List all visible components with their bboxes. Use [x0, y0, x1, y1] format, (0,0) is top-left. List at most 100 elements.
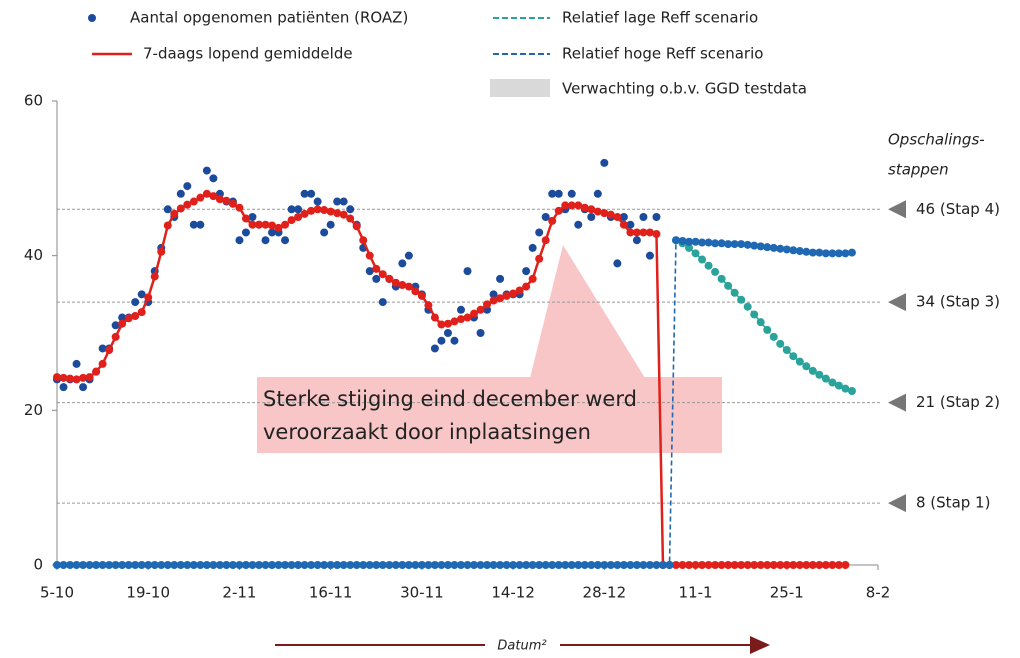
data-point	[424, 301, 433, 310]
data-point	[456, 315, 465, 324]
data-point	[111, 561, 120, 569]
x-tick-label: 11-1	[679, 584, 713, 602]
data-point	[313, 205, 322, 214]
data-point	[769, 332, 778, 341]
data-point	[704, 561, 713, 569]
data-point	[346, 214, 355, 223]
data-point	[698, 561, 707, 569]
data-point	[685, 237, 694, 246]
data-point	[241, 228, 250, 237]
data-point	[535, 254, 544, 263]
data-point	[645, 228, 654, 237]
data-point	[254, 220, 263, 229]
data-point	[541, 236, 550, 245]
data-point	[53, 561, 61, 569]
legend-label: Relatief lage Reff scenario	[562, 9, 758, 27]
x-label-bg	[485, 635, 560, 655]
data-point	[847, 248, 856, 257]
data-point	[163, 561, 172, 569]
x-tick-label: 25-1	[770, 584, 804, 602]
data-point	[385, 274, 394, 283]
data-point	[763, 243, 772, 252]
data-point	[496, 274, 505, 283]
data-point	[137, 561, 146, 569]
data-point	[124, 314, 133, 323]
data-point	[756, 242, 765, 251]
data-point	[105, 561, 114, 569]
data-point	[66, 561, 75, 569]
x-tick-label: 5-10	[40, 584, 74, 602]
data-point	[417, 561, 426, 569]
annotation-text: veroorzaakt door inplaatsingen	[263, 420, 591, 444]
data-point	[632, 236, 641, 245]
data-point	[313, 561, 322, 569]
legend-patch	[490, 79, 550, 97]
data-point	[183, 182, 192, 191]
data-point	[183, 561, 192, 569]
data-point	[834, 381, 843, 390]
data-point	[711, 239, 720, 248]
data-point	[281, 236, 290, 245]
data-point	[417, 291, 426, 300]
data-point	[626, 561, 635, 569]
data-point	[619, 220, 628, 229]
data-point	[150, 272, 159, 281]
data-point	[333, 561, 342, 569]
data-point	[795, 561, 804, 569]
data-point	[515, 286, 524, 295]
data-point	[176, 189, 185, 198]
data-point	[763, 561, 772, 569]
data-point	[307, 189, 316, 198]
data-point	[437, 561, 446, 569]
data-point	[92, 367, 101, 376]
data-point	[111, 332, 120, 341]
data-point	[535, 228, 544, 237]
data-point	[59, 383, 68, 392]
data-point	[750, 241, 759, 250]
data-point	[248, 220, 257, 229]
data-point	[411, 561, 420, 569]
data-point	[313, 197, 322, 206]
data-point	[72, 375, 81, 384]
data-point	[118, 313, 127, 322]
data-point	[834, 561, 843, 569]
y-tick-label: 0	[33, 556, 43, 574]
legend-label: Verwachting o.b.v. GGD testdata	[562, 80, 807, 98]
x-tick-label: 28-12	[583, 584, 627, 602]
data-point	[209, 561, 218, 569]
data-point	[398, 259, 407, 268]
data-point	[333, 197, 342, 206]
data-point	[541, 213, 550, 221]
data-point	[365, 251, 374, 260]
data-point	[541, 561, 550, 569]
data-point	[639, 213, 648, 221]
data-point	[600, 561, 609, 569]
data-point	[782, 561, 791, 569]
legend-marker	[88, 14, 96, 22]
data-point	[430, 313, 439, 322]
data-point	[645, 561, 654, 569]
data-point	[528, 274, 537, 283]
data-point	[717, 274, 726, 283]
data-point	[652, 561, 661, 569]
data-point	[730, 240, 739, 249]
data-point	[241, 214, 250, 223]
data-point	[320, 228, 329, 237]
data-point	[847, 387, 856, 395]
data-point	[202, 189, 211, 198]
data-point	[189, 197, 198, 206]
data-point	[326, 220, 335, 229]
data-point	[821, 249, 830, 258]
data-point	[430, 561, 439, 569]
data-point	[189, 561, 198, 569]
x-tick-label: 14-12	[491, 584, 535, 602]
data-point	[841, 561, 850, 569]
data-point	[294, 561, 303, 569]
data-point	[339, 210, 348, 219]
legend-label: Aantal opgenomen patiënten (ROAZ)	[130, 9, 408, 27]
data-point	[802, 247, 811, 256]
data-point	[724, 240, 733, 249]
data-point	[841, 249, 850, 258]
data-point	[300, 561, 309, 569]
data-point	[196, 561, 205, 569]
